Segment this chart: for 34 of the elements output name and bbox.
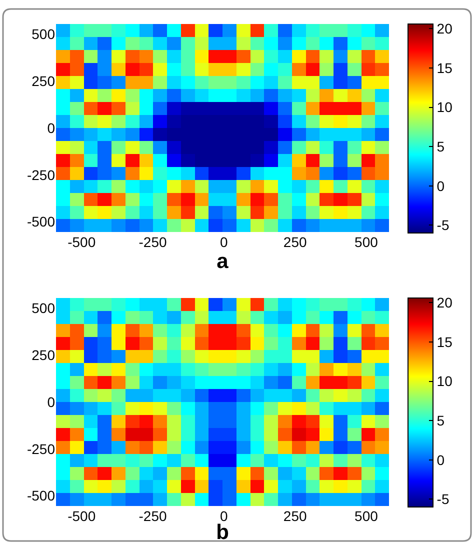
x-tick-label: -500 — [68, 234, 96, 250]
color-bar-label: 15 — [436, 334, 453, 350]
color-bar-label: 15 — [436, 60, 453, 76]
x-tick-label: -250 — [138, 234, 167, 250]
color-bar-label: 10 — [436, 99, 453, 116]
y-tick-label: -250 — [26, 440, 56, 457]
color-bar-label: 5 — [436, 412, 445, 428]
y-tick-label: 500 — [32, 26, 56, 42]
color-bar-label: 20 — [436, 294, 453, 311]
y-tick-label: 0 — [47, 394, 56, 410]
x-tick-label: 0 — [220, 234, 228, 250]
x-axis-title: b — [216, 521, 229, 544]
x-tick-label: -500 — [68, 508, 96, 524]
y-tick-label: -500 — [26, 214, 56, 230]
x-tick-label: 500 — [354, 234, 378, 250]
y-tick-label: 250 — [32, 73, 56, 90]
x-tick-label: -250 — [138, 508, 167, 524]
x-tick-label: 250 — [283, 508, 307, 524]
color-bar-label: 5 — [436, 138, 445, 154]
color-bar-label: 20 — [436, 20, 453, 37]
y-tick-label: 0 — [47, 120, 56, 136]
color-bar-label: 0 — [436, 452, 445, 468]
x-tick-label: 0 — [220, 508, 228, 524]
color-bar-label: -5 — [436, 491, 450, 508]
y-tick-label: 500 — [32, 300, 56, 316]
x-axis-title: a — [216, 250, 229, 273]
y-tick-label: -500 — [26, 488, 56, 504]
y-tick-label: 250 — [32, 347, 56, 364]
color-bar-label: -5 — [436, 217, 450, 234]
color-bar-label: 10 — [436, 373, 453, 390]
x-tick-label: 500 — [354, 508, 378, 524]
y-tick-label: -250 — [26, 166, 56, 183]
color-bar-label: 0 — [436, 178, 445, 194]
x-tick-label: 250 — [283, 234, 307, 250]
